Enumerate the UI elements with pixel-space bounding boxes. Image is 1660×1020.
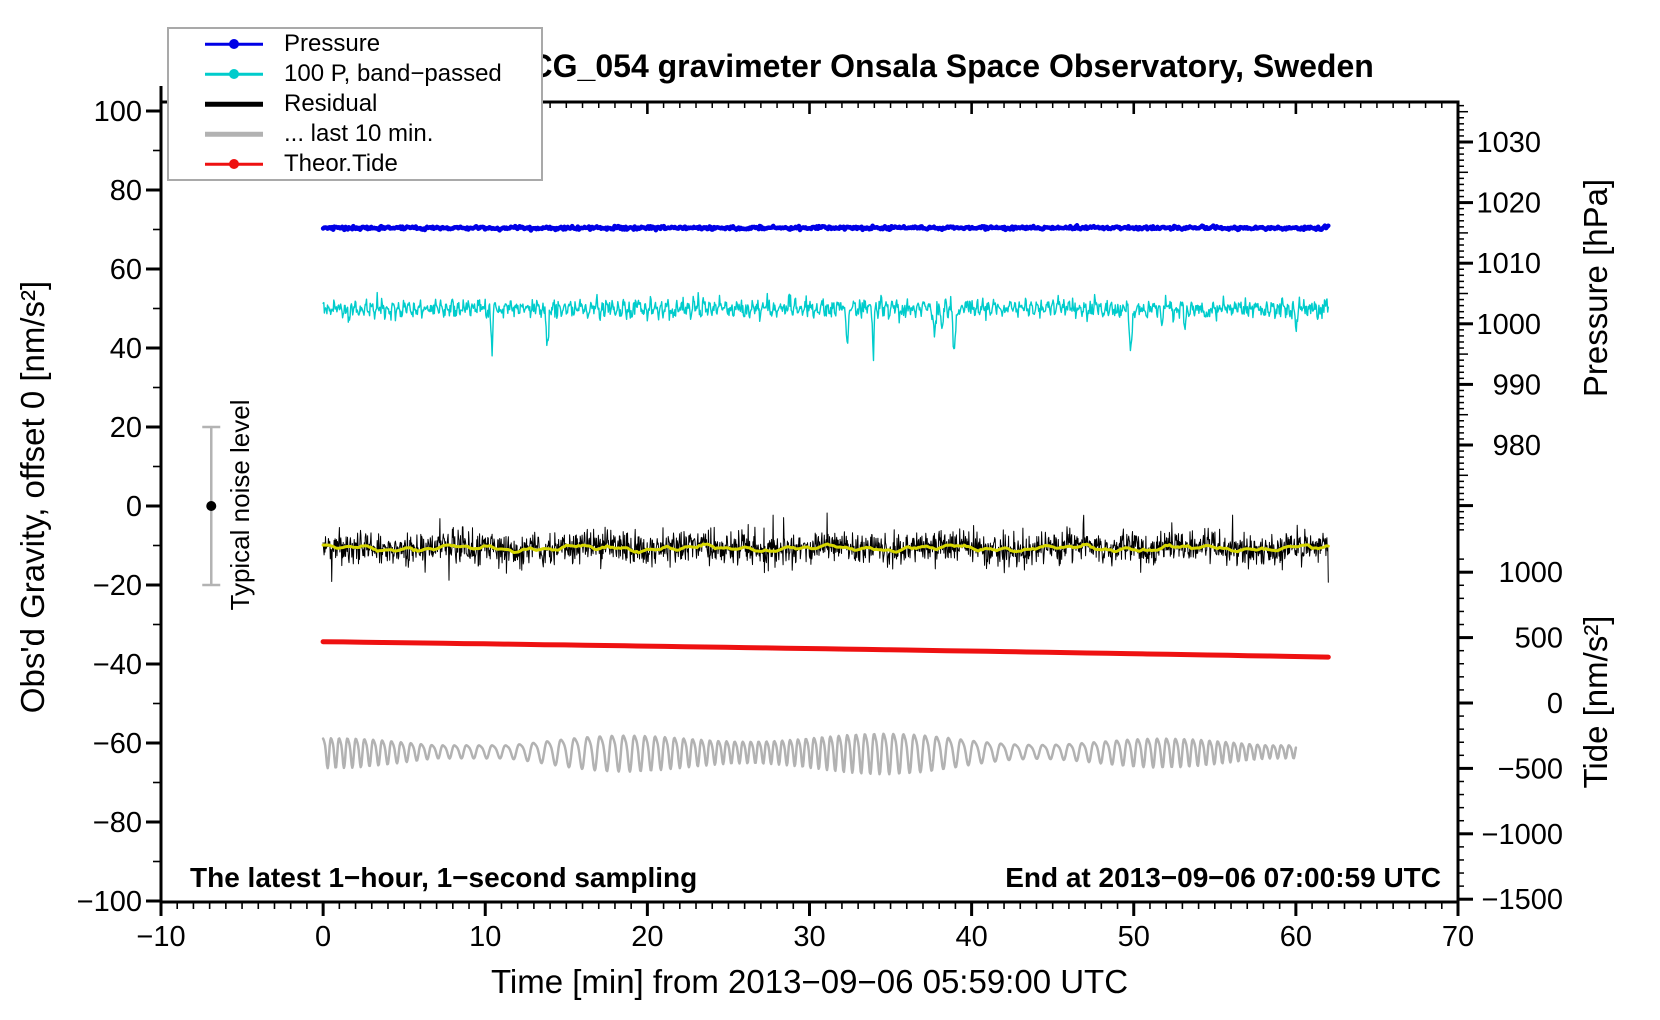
tick-label: −40 <box>93 649 142 681</box>
legend-label: ... last 10 min. <box>284 120 434 147</box>
tick-label: 80 <box>110 175 142 207</box>
x-axis-label: Time [min] from 2013−09−06 05:59:00 UTC <box>490 963 1129 1000</box>
tick-label: 40 <box>110 333 142 365</box>
data-series <box>320 223 1331 776</box>
tick-label: −60 <box>93 728 142 760</box>
legend-label: 100 P, band−passed <box>284 60 502 87</box>
tick-label: 500 <box>1515 623 1563 655</box>
legend-marker-dot <box>229 39 239 49</box>
tick-label: 70 <box>1442 921 1474 953</box>
series-pressure <box>320 223 1331 233</box>
legend-label: Theor.Tide <box>284 150 398 177</box>
legend-marker-dot <box>229 69 239 79</box>
legend-swatch <box>205 149 263 179</box>
legend-item-theor-tide: Theor.Tide <box>169 149 541 179</box>
y-axis-label-gravity: Obs'd Gravity, offset 0 [nm/s²] <box>14 280 51 714</box>
tick-label: −100 <box>77 886 142 918</box>
legend-item-last-10-min: ... last 10 min. <box>169 119 541 149</box>
legend-marker-dot <box>229 159 239 169</box>
tick-label: 20 <box>110 412 142 444</box>
legend-item-100-p-band-passed: 100 P, band−passed <box>169 59 541 89</box>
tick-label: 1030 <box>1476 127 1541 159</box>
legend-label: Residual <box>284 90 378 117</box>
tick-label: 990 <box>1493 369 1541 401</box>
legend-swatch <box>205 29 263 59</box>
series-residual-low-pass <box>321 542 1330 555</box>
plot-border <box>159 100 1460 904</box>
axis-tick-labels: −10 0 10 20 30 40 50 60 70−100−80−60−40−20020406… <box>77 96 1563 953</box>
y-axis-label-tide: Tide [nm/s²] <box>1577 615 1614 789</box>
noise-level-marker <box>202 425 221 587</box>
series-last-10-min <box>321 732 1298 776</box>
tick-label: 30 <box>793 921 825 953</box>
legend-swatch <box>205 89 263 119</box>
tick-label: 60 <box>110 254 142 286</box>
tick-label: 50 <box>1118 921 1150 953</box>
legend-item-pressure: Pressure <box>169 29 541 59</box>
tick-label: 0 <box>315 921 331 953</box>
tick-label: 40 <box>955 921 987 953</box>
tick-label: 10 <box>469 921 501 953</box>
tick-label: 1000 <box>1498 557 1563 589</box>
series-100-p-band-passed <box>322 291 1329 362</box>
tick-label: 0 <box>126 491 142 523</box>
legend-swatch <box>205 59 263 89</box>
tick-label: −80 <box>93 807 142 839</box>
tick-label: −1500 <box>1482 884 1563 916</box>
tick-label: −500 <box>1498 753 1563 785</box>
chart-title: SCG_054 gravimeter Onsala Space Observat… <box>508 48 1374 84</box>
tick-label: 1020 <box>1476 188 1541 220</box>
tick-label: 980 <box>1493 430 1541 462</box>
tick-label: 20 <box>631 921 663 953</box>
legend: Pressure 100 P, band−passed Residual ... la… <box>167 27 543 181</box>
tick-label: −1000 <box>1482 819 1563 851</box>
tick-label: −20 <box>93 570 142 602</box>
legend-label: Pressure <box>284 30 381 57</box>
sampling-note: The latest 1−hour, 1−second sampling <box>190 862 698 893</box>
tick-label: 1010 <box>1476 248 1541 280</box>
tick-label: 100 <box>94 96 142 128</box>
tick-label: 1000 <box>1476 309 1541 341</box>
series-residual <box>322 512 1329 583</box>
end-time-note: End at 2013−09−06 07:00:59 UTC <box>1005 862 1441 893</box>
tick-label: 60 <box>1280 921 1312 953</box>
noise-level-dot <box>206 501 217 511</box>
tick-label: 0 <box>1547 688 1563 720</box>
legend-swatch <box>205 119 263 149</box>
series-theor-tide <box>320 639 1331 660</box>
axis-ticks <box>146 102 1473 916</box>
noise-level-label: Typical noise level <box>225 399 255 611</box>
tick-label: −10 <box>136 921 185 953</box>
legend-item-residual: Residual <box>169 89 541 119</box>
